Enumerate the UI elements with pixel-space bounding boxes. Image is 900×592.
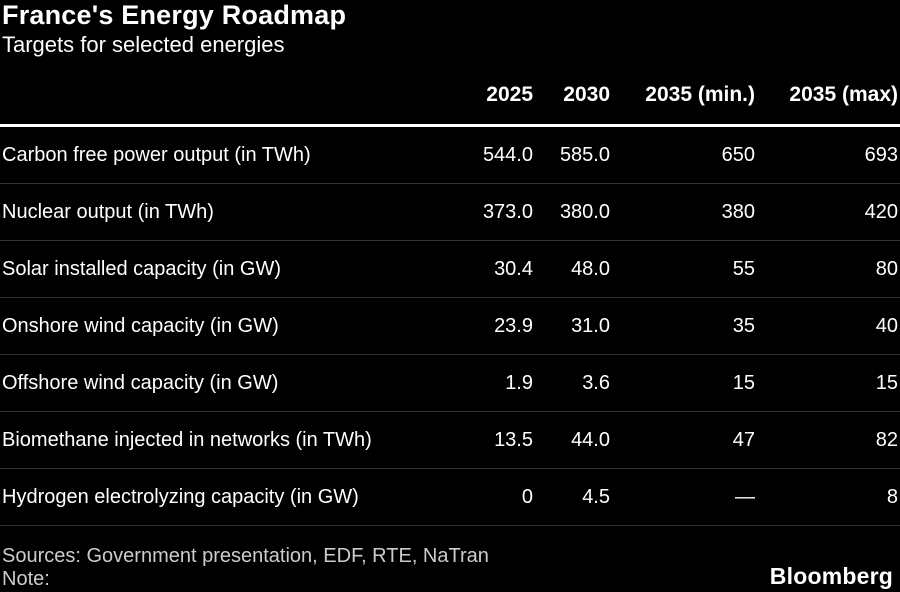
cell-value: 48.0 <box>535 240 612 298</box>
table-row: Hydrogen electrolyzing capacity (in GW) … <box>0 468 900 526</box>
note-line: Note: <box>2 568 50 590</box>
cell-value: 693 <box>757 125 900 184</box>
table-row: Carbon free power output (in TWh) 544.0 … <box>0 125 900 184</box>
page-subtitle: Targets for selected energies <box>2 32 285 57</box>
title-block: France's Energy Roadmap Targets for sele… <box>0 0 900 57</box>
table-header-row: 2025 2030 2035 (min.) 2035 (max) <box>0 57 900 127</box>
cell-value: 373.0 <box>450 183 535 241</box>
row-label: Carbon free power output (in TWh) <box>0 125 450 184</box>
row-label: Offshore wind capacity (in GW) <box>0 354 450 412</box>
cell-value: 15 <box>757 354 900 412</box>
cell-value: 80 <box>757 240 900 298</box>
row-label: Onshore wind capacity (in GW) <box>0 297 450 355</box>
energy-targets-table: 2025 2030 2035 (min.) 2035 (max) Carbon … <box>0 57 900 526</box>
table-row: Solar installed capacity (in GW) 30.4 48… <box>0 240 900 298</box>
column-header-2035-max: 2035 (max) <box>757 57 900 127</box>
row-label: Biomethane injected in networks (in TWh) <box>0 411 450 469</box>
cell-value: 420 <box>757 183 900 241</box>
cell-value: 650 <box>612 125 757 184</box>
cell-value: 44.0 <box>535 411 612 469</box>
cell-value: 30.4 <box>450 240 535 298</box>
bloomberg-logo: Bloomberg <box>769 563 893 589</box>
table-row: Nuclear output (in TWh) 373.0 380.0 380 … <box>0 183 900 241</box>
cell-value: 23.9 <box>450 297 535 355</box>
cell-value: 47 <box>612 411 757 469</box>
column-header-2030: 2030 <box>535 57 612 127</box>
cell-value: 82 <box>757 411 900 469</box>
cell-value: 31.0 <box>535 297 612 355</box>
cell-value: 4.5 <box>535 468 612 526</box>
table-header: 2025 2030 2035 (min.) 2035 (max) <box>0 57 900 127</box>
column-header-blank <box>0 57 450 127</box>
cell-value: 40 <box>757 297 900 355</box>
cell-value: 585.0 <box>535 125 612 184</box>
cell-value: 35 <box>612 297 757 355</box>
row-label: Solar installed capacity (in GW) <box>0 240 450 298</box>
row-label: Nuclear output (in TWh) <box>0 183 450 241</box>
table-row: Offshore wind capacity (in GW) 1.9 3.6 1… <box>0 354 900 412</box>
table-body: Carbon free power output (in TWh) 544.0 … <box>0 125 900 526</box>
cell-value: 15 <box>612 354 757 412</box>
table-row: Biomethane injected in networks (in TWh)… <box>0 411 900 469</box>
page-title: France's Energy Roadmap <box>2 0 347 30</box>
row-label: Hydrogen electrolyzing capacity (in GW) <box>0 468 450 526</box>
cell-value: 544.0 <box>450 125 535 184</box>
cell-value: 0 <box>450 468 535 526</box>
table-row: Onshore wind capacity (in GW) 23.9 31.0 … <box>0 297 900 355</box>
cell-value: 3.6 <box>535 354 612 412</box>
cell-value: 13.5 <box>450 411 535 469</box>
cell-value: 380.0 <box>535 183 612 241</box>
column-header-2035-min: 2035 (min.) <box>612 57 757 127</box>
cell-value: 1.9 <box>450 354 535 412</box>
column-header-2025: 2025 <box>450 57 535 127</box>
footer: Sources: Government presentation, EDF, R… <box>0 545 900 591</box>
cell-value: — <box>612 468 757 526</box>
cell-value: 55 <box>612 240 757 298</box>
cell-value: 8 <box>757 468 900 526</box>
sources-line: Sources: Government presentation, EDF, R… <box>2 545 489 567</box>
cell-value: 380 <box>612 183 757 241</box>
